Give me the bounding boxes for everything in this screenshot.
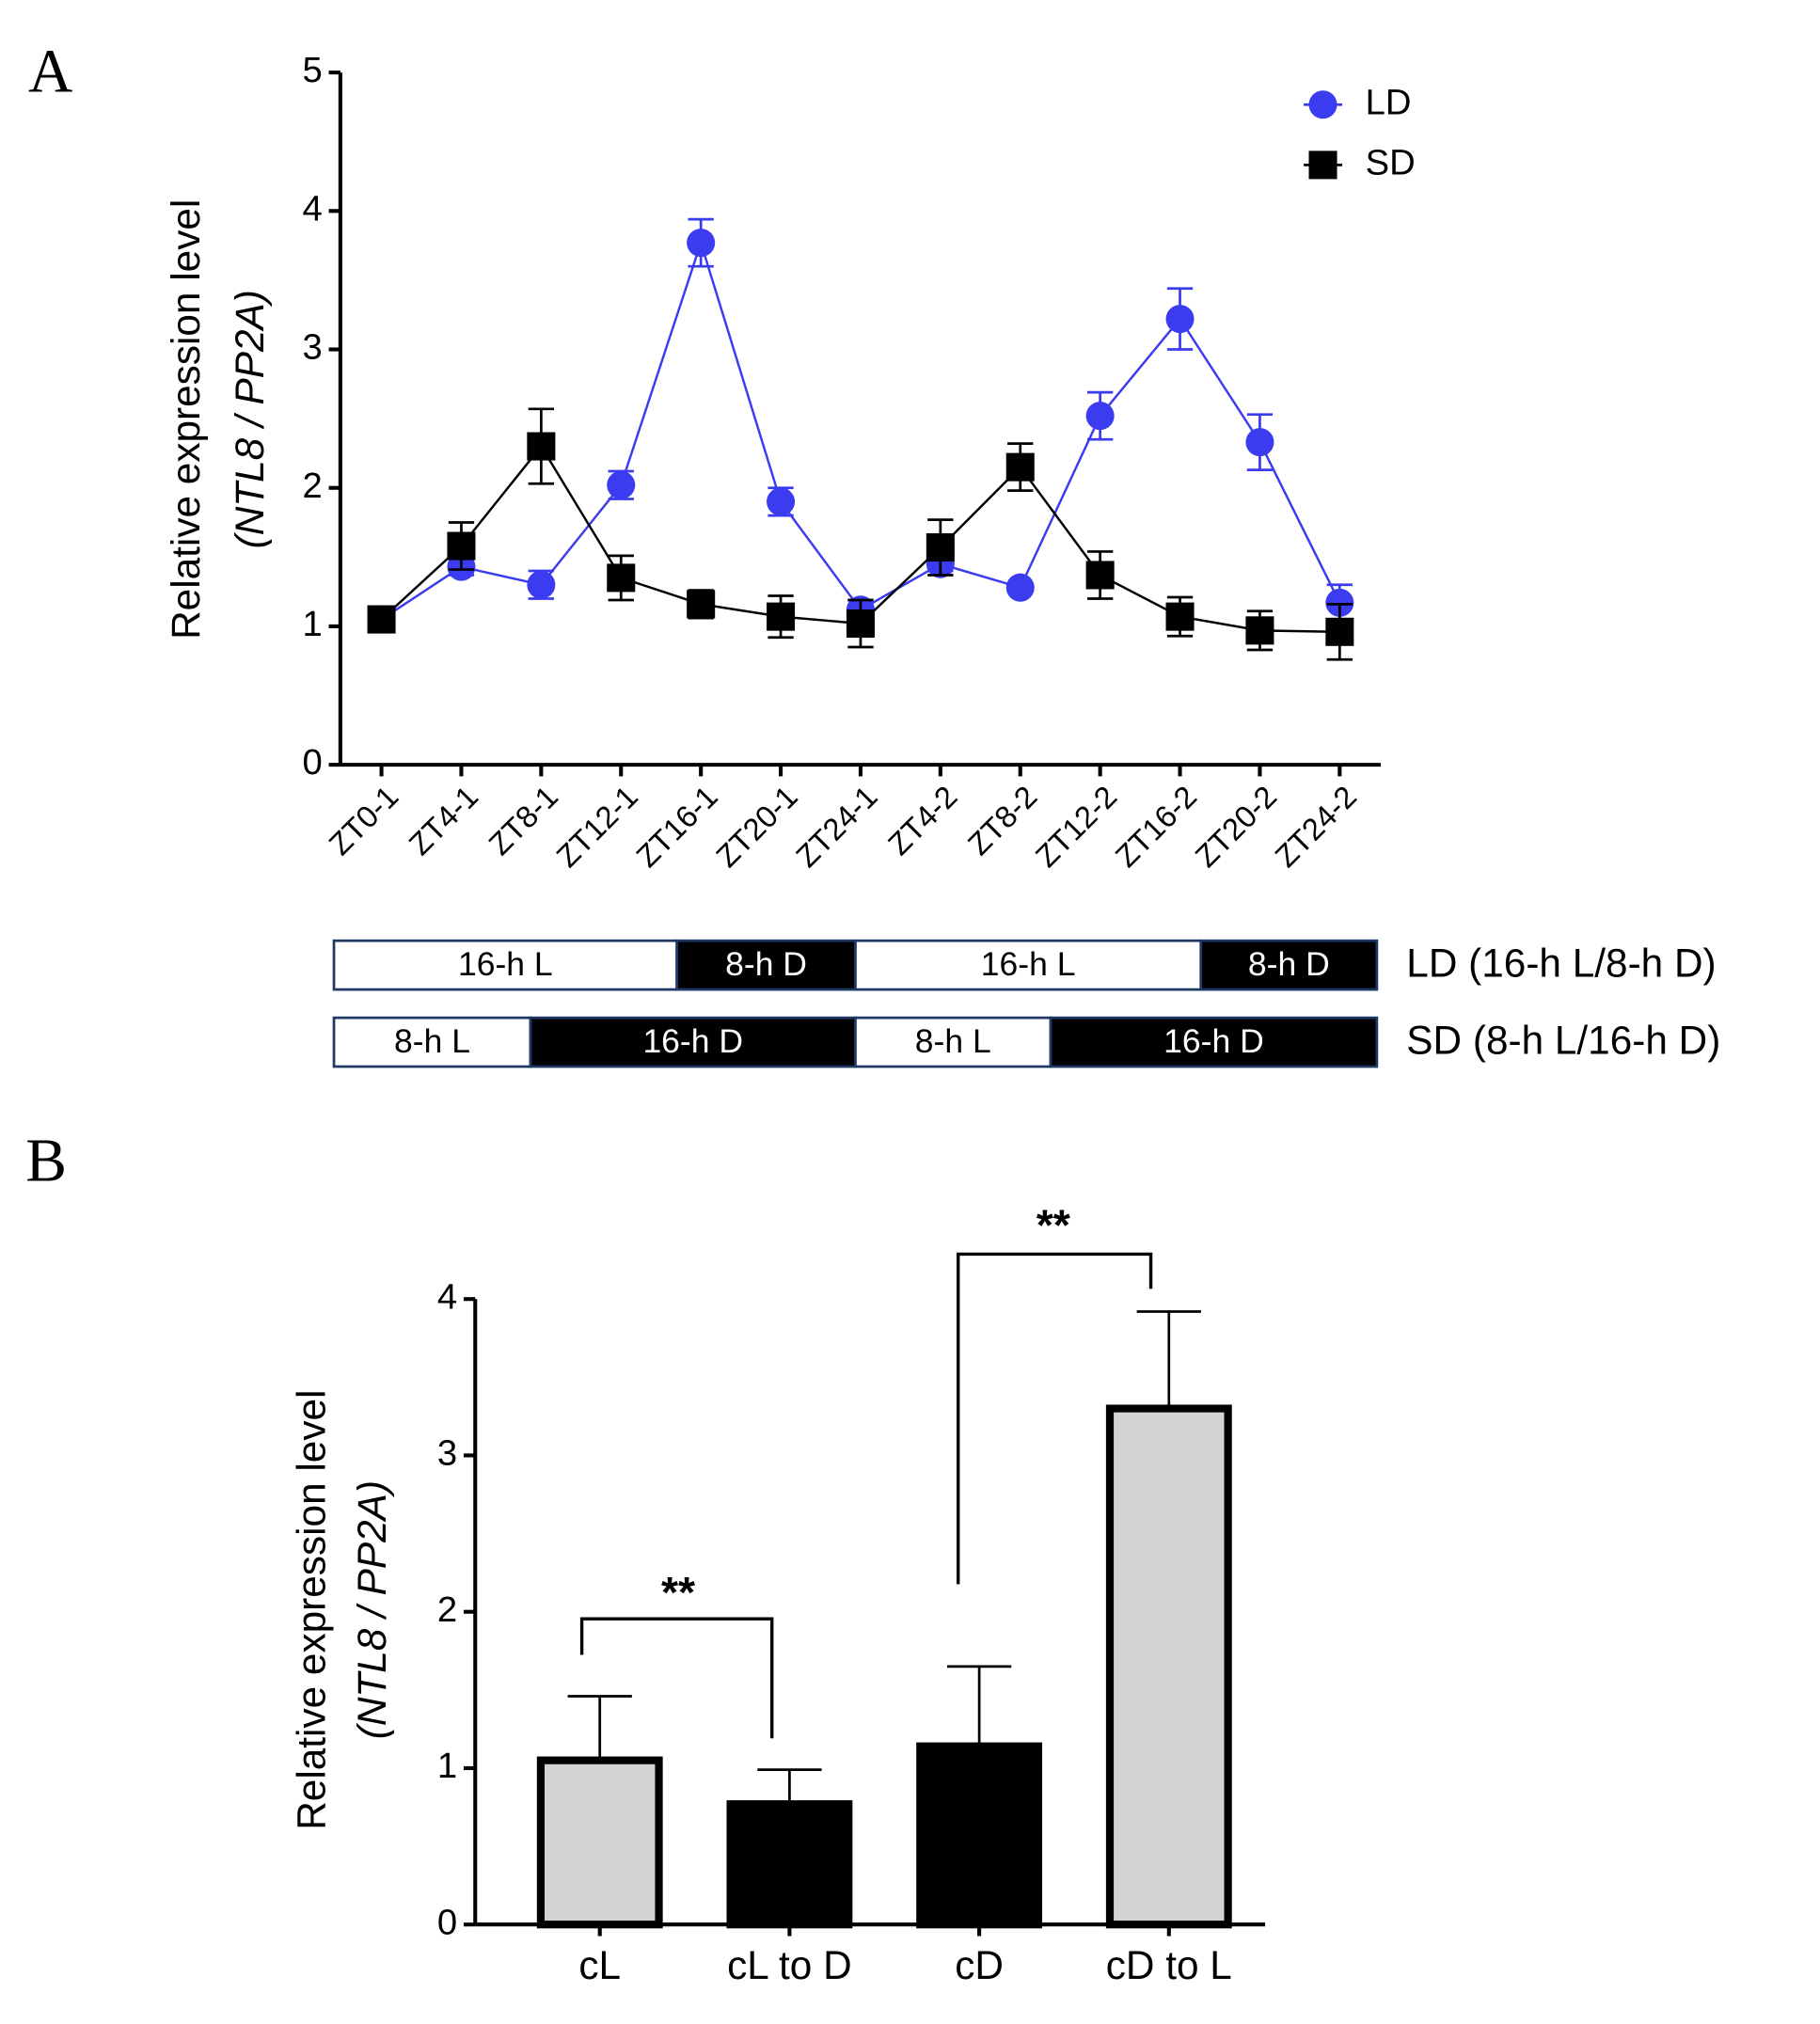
x-tick-label: ZT20-1 [709,779,804,874]
error-bar [757,1768,822,1805]
photoperiod-segment [854,939,1203,991]
x-tick-label: ZT4-2 [881,779,964,862]
data-point [767,602,796,631]
data-point [1165,305,1195,334]
data-point [1005,573,1035,602]
photoperiod-label: SD (8-h L/16-h D) [1406,1019,1720,1063]
data-point [1085,402,1115,431]
x-tick-label: ZT0-1 [322,779,404,862]
data-point [607,563,636,593]
photoperiod-text: 8-h L [915,1022,991,1060]
data-point [1245,616,1274,645]
photoperiod-text: 8-h D [725,945,807,983]
error-bar [567,1695,632,1761]
legend-marker [1308,90,1337,119]
y-tick-label: 0 [302,742,322,783]
significance-label: ** [1037,1200,1071,1249]
photoperiod-segment [1049,1016,1379,1068]
panel-label: B [25,1128,67,1195]
photoperiod-segment [529,1016,857,1068]
y-tick-label: 4 [437,1276,457,1317]
x-tick-label: ZT24-2 [1268,779,1363,874]
y-tick-label: 1 [302,604,322,644]
y-tick-label: 2 [302,466,322,506]
error-bar [946,1665,1012,1747]
data-point [687,590,716,619]
data-point [607,470,636,499]
data-point [447,531,476,561]
data-point [1325,617,1354,646]
photoperiod-text: 8-h D [1248,945,1330,983]
data-point [846,609,875,638]
bar [1105,1404,1232,1929]
photoperiod-text: 8-h L [394,1022,470,1060]
x-tick-label: ZT16-2 [1108,779,1203,874]
bar [726,1800,853,1929]
photoperiod-segment [854,1016,1052,1068]
y-axis-label: (NTL8 / PP2A) [228,290,272,548]
y-tick-label: 2 [437,1589,457,1630]
legend-label: LD [1366,82,1412,122]
photoperiod-segment [675,939,857,991]
bar [916,1742,1043,1929]
x-tick-label: ZT12-2 [1029,779,1124,874]
data-point [367,605,396,634]
significance-bracket [957,1252,1153,1585]
photoperiod-segment [332,1016,532,1068]
data-point [1245,428,1274,457]
x-tick-label: cL to D [727,1943,852,1987]
legend-label: SD [1366,143,1416,183]
data-point [527,570,556,599]
y-tick-label: 4 [302,188,322,229]
photoperiod-segment [332,939,679,991]
x-tick-label: ZT16-1 [629,779,724,874]
y-tick-label: 1 [437,1746,457,1786]
photoperiod-text: 16-h D [642,1022,743,1060]
x-tick-label: ZT12-1 [549,779,644,874]
x-tick-label: ZT24-1 [789,779,884,874]
x-tick-label: ZT4-1 [402,779,484,862]
x-tick-label: ZT20-2 [1188,779,1283,874]
data-point [767,487,796,516]
y-axis-label: (NTL8 / PP2A) [350,1480,394,1739]
data-point [1085,561,1115,590]
series-line [380,239,1341,621]
y-tick-label: 0 [437,1902,457,1942]
data-point [527,432,556,461]
y-axis-label: Relative expression level [164,199,208,640]
y-tick-label: 3 [302,327,322,368]
x-tick-label: cD to L [1106,1943,1232,1987]
legend-marker [1308,150,1337,180]
x-tick-label: cL [578,1943,621,1987]
data-point [926,532,955,562]
y-axis-label: Relative expression level [290,1390,334,1830]
bar [536,1756,663,1929]
data-point [1325,588,1354,617]
photoperiod-label: LD (16-h L/8-h D) [1406,941,1716,986]
photoperiod-text: 16-h L [981,945,1076,983]
data-point [1165,602,1195,631]
y-tick-label: 5 [302,50,322,90]
photoperiod-text: 16-h D [1163,1022,1264,1060]
photoperiod-text: 16-h L [458,945,553,983]
panel-label: A [28,39,72,106]
significance-bracket [579,1617,774,1739]
data-point [687,229,716,258]
y-tick-label: 3 [437,1433,457,1474]
significance-label: ** [661,1568,696,1617]
photoperiod-segment [1199,939,1379,991]
error-bar [1136,1310,1201,1409]
x-tick-label: cD [955,1943,1004,1987]
data-point [1005,452,1035,482]
